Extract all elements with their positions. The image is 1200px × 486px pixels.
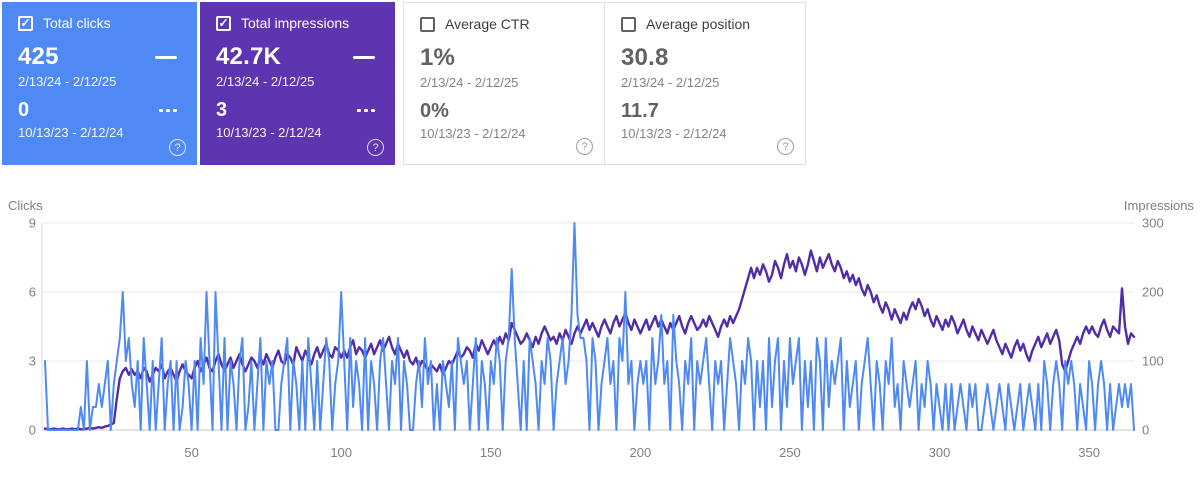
average-ctr-checkbox[interactable] (420, 16, 435, 32)
left-axis-tick: 3 (29, 354, 36, 369)
help-icon[interactable]: ? (576, 138, 593, 155)
card-header: Average position (621, 16, 791, 32)
right-axis-tick: 100 (1142, 354, 1164, 369)
help-icon[interactable]: ? (777, 138, 794, 155)
clicks-line (44, 222, 1135, 431)
help-icon[interactable]: ? (367, 139, 384, 156)
current-value: 1% (420, 44, 456, 71)
current-value-row: 42.7K (216, 43, 381, 71)
performance-chart[interactable]: 0 0 3 100 6 200 9 300 50 100 150 200 250 300 350 Clicks… (0, 196, 1200, 486)
x-axis-tick: 50 (184, 445, 198, 460)
previous-value-row: 0% (420, 100, 590, 123)
chart-canvas[interactable]: 0 0 3 100 6 200 9 300 50 100 150 200 250 300 350 Clicks… (0, 196, 1200, 486)
right-axis-tick: 300 (1142, 216, 1164, 231)
metric-card-average-ctr[interactable]: Average CTR 1% 2/13/24 - 2/12/25 0% 10/1… (403, 2, 605, 165)
x-axis-tick: 300 (929, 445, 951, 460)
previous-period-dates: 10/13/23 - 2/12/24 (216, 125, 322, 140)
metric-cards-row: ✓ Total clicks 425 2/13/24 - 2/12/25 0 1… (2, 2, 806, 165)
current-value: 42.7K (216, 43, 282, 70)
x-axis-tick: 150 (480, 445, 502, 460)
left-axis-tick: 6 (29, 285, 36, 300)
average-position-checkbox[interactable] (621, 16, 636, 32)
impressions-line (43, 249, 1136, 431)
current-period-dates: 2/13/24 - 2/12/25 (18, 74, 117, 89)
right-axis-title: Impressions (1124, 198, 1195, 213)
left-axis-tick: 0 (29, 423, 36, 438)
previous-period-dates: 10/13/23 - 2/12/24 (18, 125, 124, 140)
current-period-dates: 2/13/24 - 2/12/25 (216, 74, 315, 89)
metric-card-average-position[interactable]: Average position 30.8 2/13/24 - 2/12/25 … (604, 2, 806, 165)
left-axis-title: Clicks (8, 198, 43, 213)
current-period-dates: 2/13/24 - 2/12/25 (420, 75, 519, 90)
previous-value: 0 (18, 99, 30, 121)
current-value: 425 (18, 43, 59, 70)
metric-card-total-impressions[interactable]: ✓ Total impressions 42.7K 2/13/24 - 2/12… (200, 2, 395, 165)
x-axis-tick: 200 (630, 445, 652, 460)
current-period-line-icon (155, 55, 177, 59)
previous-value-row: 0 (18, 99, 183, 122)
current-value-row: 425 (18, 43, 183, 71)
x-axis-tick: 250 (779, 445, 801, 460)
previous-value-row: 11.7 (621, 100, 791, 123)
right-axis-tick: 200 (1142, 285, 1164, 300)
card-label: Total impressions (241, 15, 350, 31)
card-header: ✓ Total clicks (18, 15, 183, 31)
total-impressions-checkbox[interactable]: ✓ (216, 15, 231, 31)
previous-value: 3 (216, 99, 228, 121)
previous-period-dates: 10/13/23 - 2/12/24 (420, 126, 526, 141)
previous-value-row: 3 (216, 99, 381, 122)
current-value-row: 30.8 (621, 44, 791, 72)
previous-period-dates: 10/13/23 - 2/12/24 (621, 126, 727, 141)
previous-period-dashed-line-icon (357, 109, 375, 112)
current-value-row: 1% (420, 44, 590, 72)
current-value: 30.8 (621, 44, 669, 71)
x-axis-tick: 350 (1078, 445, 1100, 460)
metric-card-total-clicks[interactable]: ✓ Total clicks 425 2/13/24 - 2/12/25 0 1… (2, 2, 197, 165)
total-clicks-checkbox[interactable]: ✓ (18, 15, 33, 31)
current-period-line-icon (353, 55, 375, 59)
x-axis-tick: 100 (330, 445, 352, 460)
current-period-dates: 2/13/24 - 2/12/25 (621, 75, 720, 90)
right-axis-tick: 0 (1142, 423, 1149, 438)
previous-period-dashed-line-icon (159, 109, 177, 112)
card-label: Total clicks (43, 15, 111, 31)
card-label: Average CTR (445, 16, 530, 32)
left-axis-tick: 9 (29, 216, 36, 231)
previous-value: 11.7 (621, 100, 659, 122)
card-header: ✓ Total impressions (216, 15, 381, 31)
card-label: Average position (646, 16, 751, 32)
previous-value: 0% (420, 100, 449, 122)
card-header: Average CTR (420, 16, 590, 32)
help-icon[interactable]: ? (169, 139, 186, 156)
